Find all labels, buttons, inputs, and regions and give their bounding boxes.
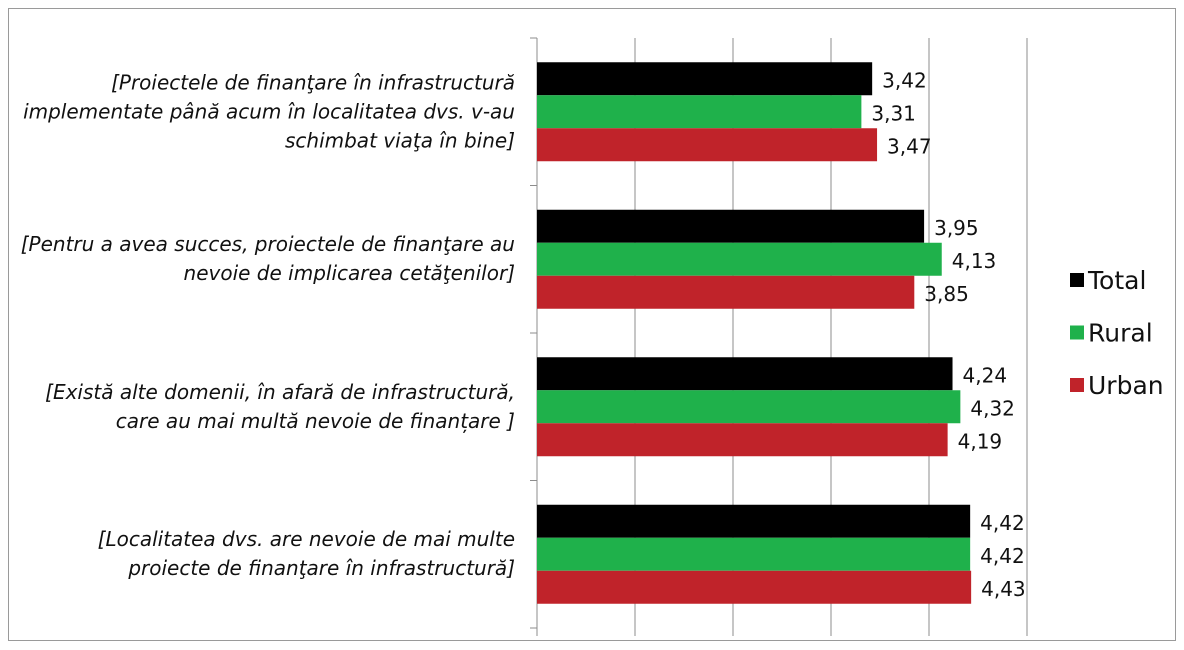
data-label: 3,85 — [924, 282, 969, 306]
bar — [537, 570, 972, 604]
bar — [537, 209, 925, 243]
bar — [537, 62, 873, 96]
data-label: 3,47 — [887, 134, 932, 158]
bar — [537, 423, 948, 457]
data-label: 3,95 — [934, 216, 979, 240]
bar — [537, 357, 953, 391]
bar — [537, 275, 915, 309]
bar — [537, 95, 862, 129]
legend-label: Rural — [1088, 319, 1153, 348]
data-label: 4,13 — [952, 249, 997, 273]
category-label: [Localitatea dvs. are nevoie de mai mult… — [97, 527, 515, 581]
legend-swatch — [1070, 325, 1084, 340]
data-label: 4,24 — [963, 363, 1008, 387]
bar — [537, 537, 971, 571]
bar — [537, 128, 878, 162]
bar — [537, 242, 942, 276]
chart-border — [8, 8, 1176, 641]
category-label: [Există alte domenii, în afară de infras… — [45, 379, 515, 433]
category-label: [Pentru a avea succes, proiectele de fin… — [20, 232, 515, 286]
legend-swatch — [1070, 378, 1084, 392]
bar — [537, 504, 971, 538]
bar — [537, 390, 961, 424]
data-label: 4,32 — [970, 396, 1015, 420]
data-label: 4,42 — [980, 544, 1025, 568]
legend-label: Total — [1087, 266, 1146, 295]
data-label: 4,19 — [958, 429, 1003, 453]
category-label: [Proiectele de finanţare în infrastructu… — [23, 70, 515, 153]
legend-label: Urban — [1088, 371, 1164, 400]
data-label: 4,43 — [981, 577, 1026, 601]
data-label: 3,42 — [882, 68, 927, 92]
data-label: 4,42 — [980, 511, 1025, 535]
legend-swatch — [1070, 273, 1084, 287]
data-label: 3,31 — [871, 101, 916, 125]
